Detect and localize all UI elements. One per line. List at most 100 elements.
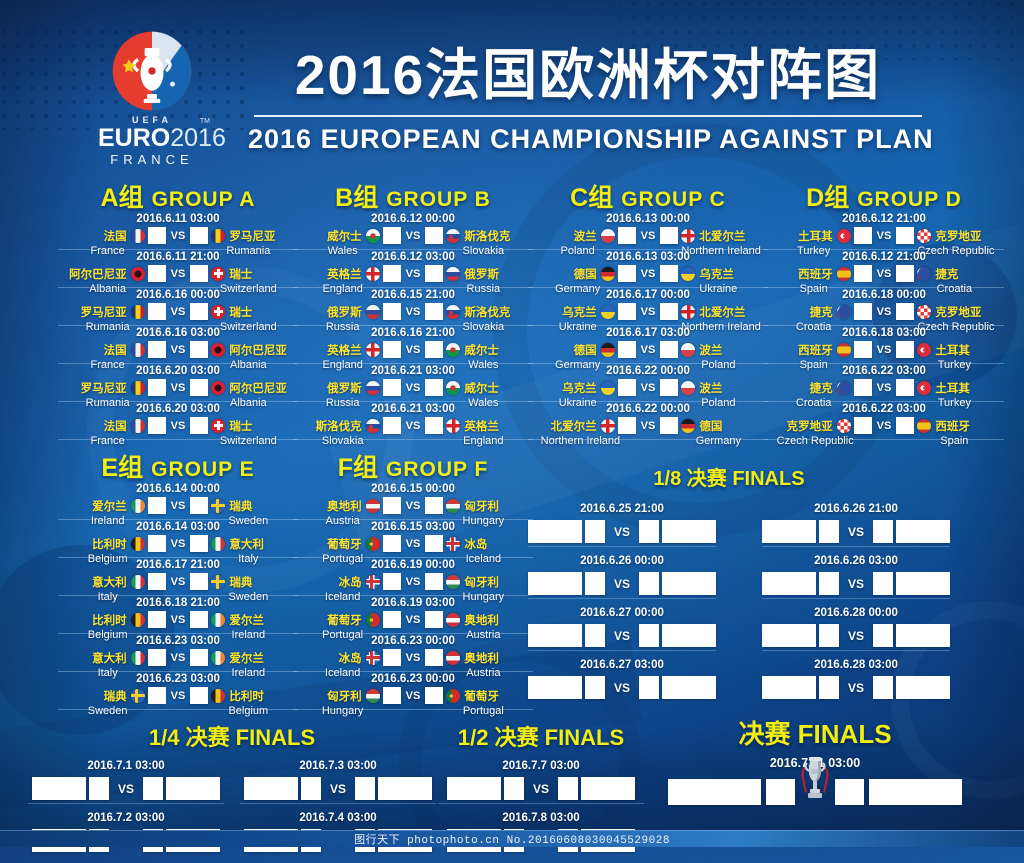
vs-label: VS (170, 229, 186, 242)
home-team-name-en: Austria (325, 515, 360, 527)
home-team-name-en: Italy (97, 667, 118, 679)
away-team-line: 北爱尔兰 (681, 227, 755, 244)
knockout-match-date: 2016.7.8 03:00 (502, 812, 580, 824)
home-team-line: 法国 (71, 227, 145, 244)
match-date: 2016.6.13 03:00 (606, 251, 690, 263)
vs-label: VS (614, 680, 631, 695)
match-row: 2016.6.13 00:00 波兰 Poland VS 北爱尔兰 Northern Ir… (528, 212, 768, 257)
home-team-name-en: France (90, 245, 125, 257)
home-team-name-en: Ukraine (558, 397, 597, 409)
home-team-name-zh: 冰岛 (338, 576, 362, 589)
away-team-name-en: Portugal (462, 705, 504, 717)
home-score-box (147, 303, 166, 320)
team-box (528, 624, 582, 647)
score-box (819, 624, 840, 647)
score-box (585, 572, 605, 595)
home-team-name-zh: 匈牙利 (327, 690, 362, 703)
match-teams: 德国 Germany VS 乌克兰 Ukraine (528, 265, 768, 295)
away-team: 阿尔巴尼亚 Albania (211, 379, 287, 409)
round-of-16: 1/8 决赛 FINALS 2016.6.25 21:00 VS 2016.6.26… (528, 462, 951, 710)
team-box (243, 777, 298, 800)
away-team-line: 波兰 (681, 341, 755, 358)
team-box (896, 520, 951, 543)
group-d: D组 GROUP D 2016.6.12 21:00 土耳其 Turkey VS 克罗地亚 C… (764, 184, 1004, 447)
match-date: 2016.6.19 00:00 (371, 559, 455, 571)
score-box (639, 520, 660, 543)
match-row: 2016.6.16 03:00 法国 France VS 阿尔巴尼亚 Albania (58, 326, 298, 371)
away-team-name-zh: 比利时 (229, 690, 264, 703)
vs-label: VS (405, 229, 421, 242)
away-team-name-zh: 克罗地亚 (935, 306, 982, 319)
flag-ireland-icon (211, 612, 226, 627)
home-team: 乌克兰 Ukraine (541, 379, 615, 409)
match-row: 2016.6.22 00:00 乌克兰 Ukraine VS 波兰 Poland (528, 364, 768, 409)
home-team-name-en: Sweden (87, 705, 128, 717)
flag-poland-icon (681, 342, 696, 357)
watermark-bar: 图行天下 photophoto.cn No.201606080300455290… (0, 830, 1024, 847)
group-title-zh: F组 (337, 454, 378, 482)
away-team-name-zh: 波兰 (699, 382, 723, 395)
home-team-name-zh: 俄罗斯 (327, 306, 362, 319)
vs-label: VS (876, 343, 892, 356)
team-box (662, 676, 717, 699)
match-date: 2016.6.23 00:00 (371, 673, 455, 685)
group-title-zh: D组 (806, 184, 850, 212)
match-date: 2016.6.16 00:00 (136, 289, 220, 301)
home-team-line: 法国 (71, 417, 145, 434)
score-area: VS (382, 573, 444, 590)
away-score-box (425, 687, 444, 704)
flag-russia-icon (446, 266, 461, 281)
match-date: 2016.6.15 03:00 (371, 521, 455, 533)
flag-ireland-icon (211, 650, 226, 665)
away-team-name-en: Turkey (937, 359, 971, 371)
away-team-name-en: Croatia (936, 283, 973, 295)
vs-label: VS (170, 613, 186, 626)
home-team-name-zh: 法国 (103, 344, 127, 357)
home-team: 俄罗斯 Russia (306, 303, 380, 333)
vs-label: VS (170, 305, 186, 318)
home-team-name-zh: 波兰 (573, 230, 597, 243)
home-team-name-zh: 爱尔兰 (92, 500, 127, 513)
flag-czech-icon (917, 266, 932, 281)
home-team-name-en: Czech Republic (776, 435, 854, 447)
match-row: 2016.6.22 00:00 北爱尔兰 Northern Ireland VS 德国 G… (528, 402, 768, 447)
away-team-name-en: Poland (701, 359, 736, 371)
home-team-name-zh: 西班牙 (798, 268, 833, 281)
vs-label: VS (876, 305, 892, 318)
away-team-line: 爱尔兰 (211, 649, 285, 666)
home-team-line: 威尔士 (306, 227, 380, 244)
score-area: VS (853, 303, 915, 320)
away-team-name-zh: 奥地利 (464, 614, 499, 627)
score-area: VS (382, 649, 444, 666)
match-teams: 匈牙利 Hungary VS 葡萄牙 Portugal (293, 687, 533, 717)
flag-belgium-icon (211, 688, 226, 703)
away-score-box (660, 379, 679, 396)
match-teams: 乌克兰 Ukraine VS 北爱尔兰 Northern Ireland (528, 303, 768, 333)
match-row: 2016.6.19 00:00 冰岛 Iceland VS 匈牙利 Hungary (293, 558, 533, 603)
vs-label: VS (640, 343, 656, 356)
flag-ireland-icon (130, 498, 145, 513)
knockout-match-date: 2016.6.26 03:00 (814, 555, 898, 567)
home-team-name-zh: 法国 (103, 230, 127, 243)
score-area: VS (382, 497, 444, 514)
flag-croatia-icon (836, 418, 851, 433)
match-teams: 俄罗斯 Russia VS 威尔士 Wales (293, 379, 533, 409)
away-team-line: 奥地利 (446, 611, 520, 628)
knockout-match-date: 2016.6.25 21:00 (580, 503, 664, 515)
score-box (300, 777, 321, 800)
away-team-line: 斯洛伐克 (446, 227, 520, 244)
away-team-line: 罗马尼亚 (211, 227, 285, 244)
home-team-name-en: Portugal (322, 553, 364, 565)
round-of-16-grid: 2016.6.25 21:00 VS 2016.6.26 00:00 VS 2016.6… (528, 503, 951, 710)
away-team-name-zh: 冰岛 (464, 538, 488, 551)
away-team: 意大利 Italy (211, 535, 285, 565)
vs-label: VS (405, 537, 421, 550)
home-team-name-en: Belgium (87, 629, 128, 641)
away-team: 俄罗斯 Russia (446, 265, 520, 295)
home-score-box (617, 265, 636, 282)
home-team-line: 乌克兰 (541, 379, 615, 396)
knockout-match: 2016.7.3 03:00 VS (240, 760, 436, 804)
match-date: 2016.6.22 00:00 (606, 365, 690, 377)
away-team-line: 波兰 (681, 379, 755, 396)
match-row: 2016.6.11 03:00 法国 France VS 罗马尼亚 Rumania (58, 212, 298, 257)
